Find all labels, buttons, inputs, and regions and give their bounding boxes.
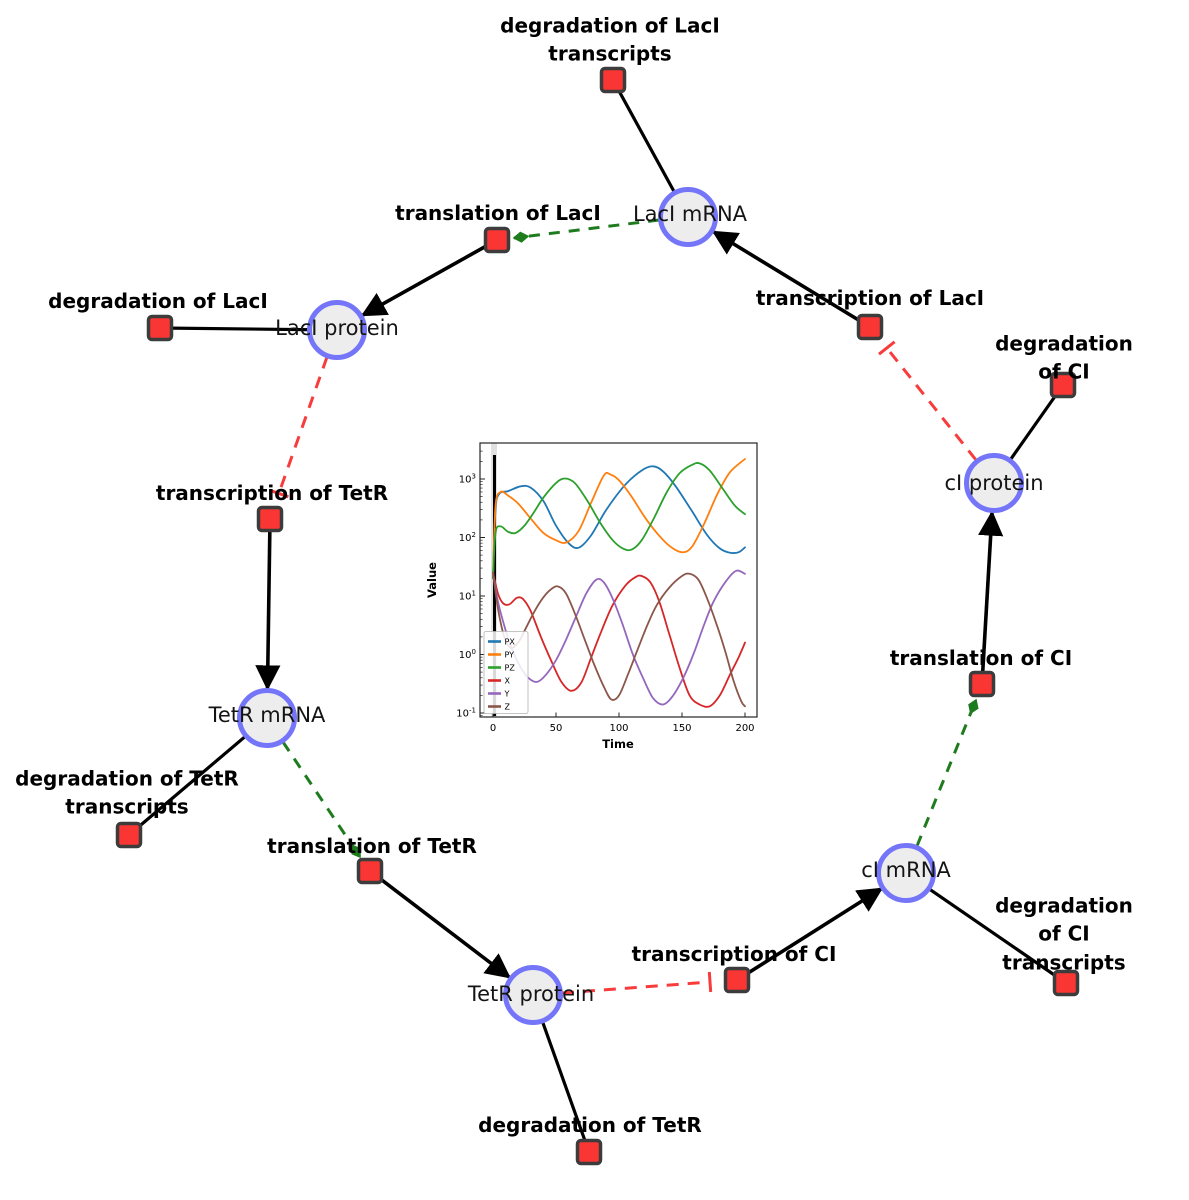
legend-label-Z: Z (505, 702, 511, 711)
reaction-node-degradation-ci-transcripts (1052, 969, 1080, 997)
y-tick-label: 100 (459, 648, 476, 661)
legend-label-PY: PY (505, 650, 515, 659)
edge-transcription-laci-to-laci-mrna (711, 230, 871, 329)
x-tick-label: 150 (672, 723, 691, 734)
edge-ci-mrna-to-degradation-ci-transcripts (905, 871, 1067, 985)
edge-tetr-mrna-modifies-translation-tetr (281, 741, 362, 859)
edge-transcription-tetr-to-tetr-mrna (255, 518, 281, 691)
edge-ci-mrna-modifies-translation-ci (915, 698, 979, 847)
reaction-node-transcription-tetr (256, 505, 284, 533)
inhibition-bar-transcription-laci (878, 340, 896, 356)
x-tick-label: 100 (609, 723, 628, 734)
inset-chart: 10-1 100 101 102 103 0 50 100 150 200 PX PY PZ XYZ Ti… (425, 442, 758, 751)
series-line-Y (492, 569, 746, 706)
edge-laci-mrna-modifies-translation-laci (512, 218, 660, 243)
x-tick-label: 0 (490, 723, 496, 734)
edge-laci-protein-inhibits-transcription-tetr (277, 356, 329, 494)
inhibition-bar-transcription-tetr (269, 488, 289, 499)
edge-tetr-protein-inhibits-transcription-ci (561, 980, 711, 995)
reaction-node-degradation-tetr-transcripts (115, 821, 143, 849)
species-node-laci-protein (307, 300, 367, 360)
species-node-laci-mrna (658, 187, 718, 247)
reaction-node-transcription-laci (856, 313, 884, 341)
species-node-tetr-mrna (237, 688, 297, 748)
reaction-node-degradation-laci-transcripts (599, 66, 627, 94)
reaction-node-translation-ci (968, 670, 996, 698)
series-line-PX (492, 465, 746, 580)
edge-tetr-mrna-to-degradation-tetr-transcripts (127, 716, 269, 837)
series-line-PZ (492, 462, 746, 580)
series-line-Z (492, 571, 746, 708)
chart-axes-frame (479, 442, 758, 718)
chart-xlabel: Time (602, 737, 634, 751)
legend-label-PZ: PZ (505, 663, 516, 672)
species-node-ci-mrna (876, 843, 936, 903)
edge-ci-protein-inhibits-transcription-laci (885, 347, 978, 461)
x-tick-label: 50 (550, 723, 563, 734)
edge-translation-tetr-to-tetr-protein (368, 869, 512, 979)
reaction-node-degradation-tetr (575, 1138, 603, 1166)
chart-ylabel: Value (425, 562, 439, 598)
legend-label-X: X (505, 676, 511, 685)
reaction-node-degradation-ci (1049, 371, 1077, 399)
reaction-node-transcription-ci (723, 966, 751, 994)
species-node-ci-protein (964, 453, 1024, 513)
legend-label-PX: PX (505, 637, 516, 646)
species-node-tetr-protein (503, 965, 563, 1025)
x-tick-label: 200 (735, 723, 754, 734)
series-line-PY (492, 458, 746, 580)
edge-translation-laci-to-laci-protein (360, 238, 498, 317)
reaction-node-translation-tetr (356, 857, 384, 885)
series-line-X (492, 571, 746, 708)
y-tick-label: 102 (459, 531, 476, 544)
legend-label-Y: Y (504, 689, 510, 698)
inhibition-bar-transcription-ci (707, 971, 713, 993)
y-tick-label: 103 (459, 472, 476, 485)
edge-translation-ci-to-ci-protein (978, 510, 1004, 685)
y-tick-label: 101 (459, 589, 476, 602)
chart-series (492, 458, 746, 708)
reaction-node-translation-laci (483, 226, 511, 254)
reaction-node-degradation-laci (146, 314, 174, 342)
y-tick-label: 10-1 (456, 706, 476, 719)
edge-transcription-ci-to-ci-mrna (736, 887, 884, 982)
chart-legend: PX PY PZ XYZ (483, 631, 529, 714)
